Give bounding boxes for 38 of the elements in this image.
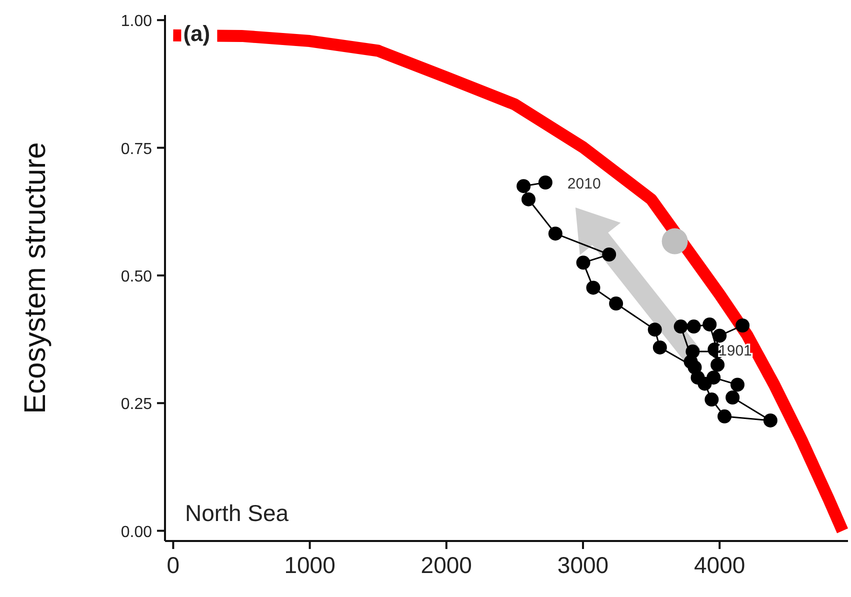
point <box>702 317 717 332</box>
y-axis-title: Ecosystem structure <box>19 142 52 414</box>
x-tick-label: 3000 <box>557 552 609 578</box>
point <box>648 322 662 337</box>
point <box>548 226 562 241</box>
point <box>521 192 536 206</box>
point <box>763 413 778 428</box>
point <box>730 378 744 392</box>
y-tick-label: 0.75 <box>120 140 152 158</box>
x-tick-label: 2000 <box>420 552 472 578</box>
point <box>736 318 750 332</box>
y-tick-label: 0.25 <box>120 396 152 414</box>
point <box>516 179 531 194</box>
annotation: (a) <box>183 21 210 46</box>
point <box>662 228 688 254</box>
point <box>652 340 667 354</box>
point <box>686 320 701 334</box>
point <box>726 390 740 404</box>
annotation: North Sea <box>185 500 289 526</box>
y-tick-label: 0.00 <box>120 524 152 541</box>
y-tick-label: 0.50 <box>120 268 152 286</box>
point <box>718 409 732 424</box>
y-tick-label: 1.00 <box>120 13 152 30</box>
point <box>609 296 624 311</box>
point <box>688 360 702 374</box>
point <box>686 344 700 359</box>
point <box>704 392 719 407</box>
x-tick-label: 4000 <box>694 552 746 578</box>
point <box>674 320 688 334</box>
point <box>712 328 727 343</box>
point <box>538 176 552 190</box>
point <box>586 280 600 295</box>
point <box>710 358 725 372</box>
annotation: 2010 <box>567 176 601 193</box>
x-tick-label: 1000 <box>284 552 336 578</box>
point <box>576 256 590 270</box>
x-tick-label: 0 <box>166 552 180 578</box>
point <box>602 248 616 262</box>
